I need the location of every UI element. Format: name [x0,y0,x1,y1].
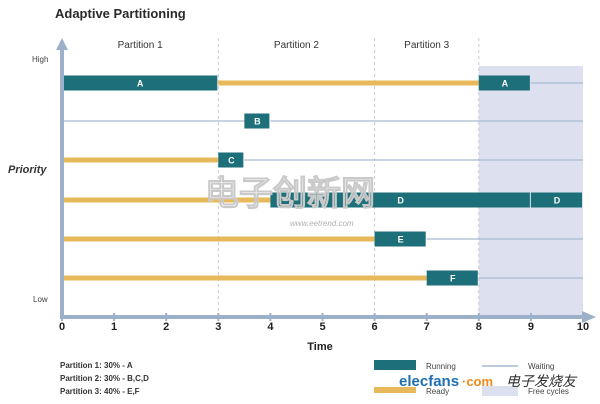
x-tick-label-10: 10 [577,321,589,333]
legend-running-label: Running [426,362,456,371]
x-tick-label-9: 9 [528,321,534,333]
partition-label-3: Partition 3 [404,40,449,51]
x-tick-label-8: 8 [476,321,482,333]
thread-e-ready-segment-1 [62,236,375,242]
thread-d-ready-segment-1 [62,197,271,203]
x-axis-arrow [582,311,596,323]
x-axis-label: Time [307,341,332,353]
axes: 0 1 2 3 4 5 6 7 8 9 10 [56,38,596,333]
thread-a-running-segment-1-label: A [137,79,144,89]
thread-b-running-segment-2-label: B [254,117,261,127]
x-axis-ticks: 0 1 2 3 4 5 6 7 8 9 10 [59,313,589,333]
thread-a-running-segment-1 [62,75,218,91]
thread-f-running-segment-2 [426,270,478,286]
y-axis-high-label: High [32,55,48,64]
thread-row-e: E [62,231,583,247]
legend-running-swatch [374,360,416,370]
brand-suffix-watermark: ·com [462,374,493,389]
x-tick-label-6: 6 [372,321,378,333]
partition-dividers [217,38,480,315]
x-tick-label-0: 0 [59,321,65,333]
diagram-title: Adaptive Partitioning [55,6,186,21]
thread-e-running-segment-2 [374,231,426,247]
brand-cn-watermark: 电子发烧友 [506,374,578,390]
thread-a-running-segment-3 [478,75,530,91]
legend-free-cycles-label: Free cycles [528,387,569,396]
partition-labels: Partition 1 Partition 2 Partition 3 [118,40,450,51]
y-axis-arrow [56,38,68,50]
partition-label-1: Partition 1 [118,40,163,51]
legend-free-cycles-swatch [482,386,518,396]
thread-f-ready-segment-1 [62,275,427,281]
x-tick-label-7: 7 [424,321,430,333]
thread-row-c: C [62,152,583,168]
elecfans-watermark: elecfans ·com 电子发烧友 [399,373,578,390]
thread-d-running-segment-3-label: D [554,196,561,206]
x-tick-label-1: 1 [111,321,117,333]
partition-label-2: Partition 2 [274,40,319,51]
thread-a-ready-segment-2 [218,80,479,86]
y-axis-label: Priority [8,164,47,176]
x-tick-label-4: 4 [267,321,274,333]
footnote-partition-3: Partition 3: 40% - E,F [60,387,140,396]
footnote-partition-2: Partition 2: 30% - B,C,D [60,374,149,383]
x-tick-label-3: 3 [215,321,221,333]
x-tick-label-5: 5 [319,321,325,333]
watermark-site-cn: 电子创新网 [205,174,375,214]
watermark-site-url: www.eetrend.com [290,219,354,228]
x-tick-label-2: 2 [163,321,169,333]
thread-row-b: B [62,113,583,129]
legend-ready-label: Ready [426,387,449,396]
brand-watermark: elecfans [399,373,459,390]
legend-waiting-label: Waiting [528,362,554,371]
thread-e-running-segment-2-label: E [398,235,404,245]
thread-f-running-segment-2-label: F [450,274,456,284]
y-axis-low-label: Low [33,295,48,304]
thread-a-running-segment-3-label: A [502,79,509,89]
thread-d-running-segment-2 [270,192,530,208]
thread-c-running-segment-2-label: C [228,156,235,166]
free-cycles-region [478,66,583,315]
footnote-partition-1: Partition 1: 30% - A [60,361,133,370]
thread-row-f: F [62,270,583,286]
thread-b-running-segment-2 [244,113,270,129]
thread-c-ready-segment-1 [62,157,219,163]
thread-d-running-segment-3 [530,192,582,208]
thread-d-running-segment-2-label: D [397,196,404,206]
legend-ready-swatch [374,387,416,393]
thread-c-running-segment-2 [218,152,244,168]
legend: Running Ready Waiting Free cycles [374,360,569,396]
